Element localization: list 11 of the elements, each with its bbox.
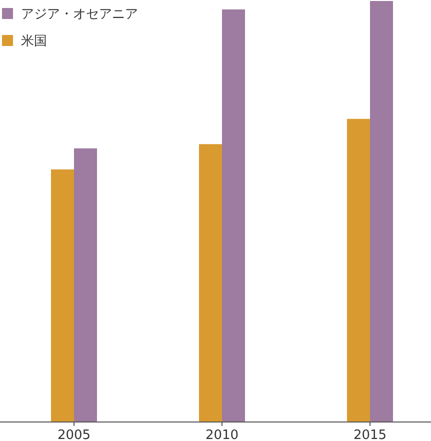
legend-label: 米国: [21, 34, 47, 49]
x-tick-label: 2010: [205, 428, 239, 441]
bar: [74, 148, 97, 422]
bar: [199, 144, 222, 422]
x-tick-label: 2015: [353, 428, 387, 441]
bar: [51, 169, 74, 422]
bar: [370, 1, 393, 422]
bar: [222, 9, 245, 422]
x-tick-label: 2005: [57, 428, 91, 441]
legend-label: アジア・オセアニア: [21, 7, 138, 22]
bar: [347, 118, 370, 422]
